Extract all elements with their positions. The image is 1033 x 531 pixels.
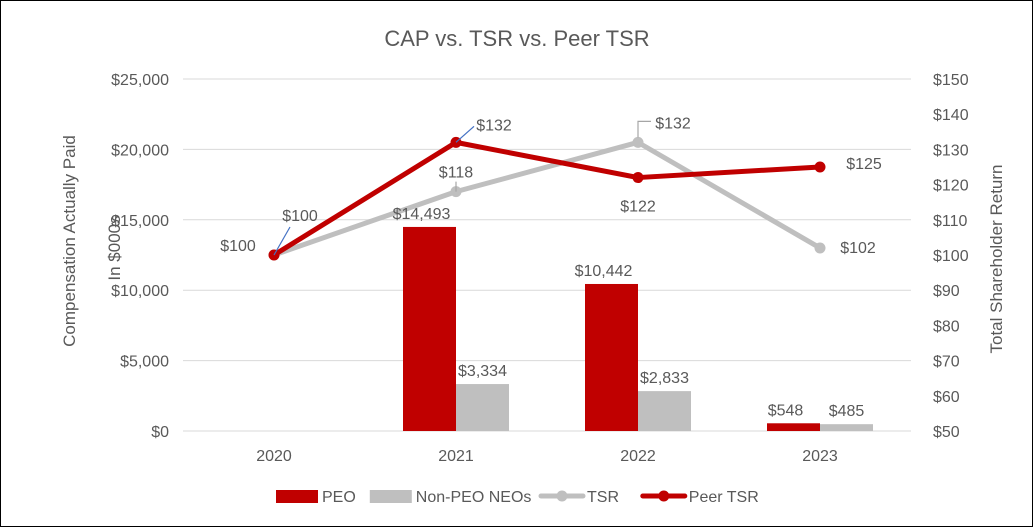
chart-title: CAP vs. TSR vs. Peer TSR [384, 26, 649, 51]
y-left-title-line2: In $000s [105, 215, 124, 280]
point-peer-tsr [814, 161, 826, 173]
y-left-tick-label: $15,000 [111, 213, 169, 230]
point-tsr [632, 136, 644, 148]
legend-swatch [369, 490, 412, 503]
y-left-tick-label: $20,000 [111, 142, 169, 159]
line-data-label: $100 [220, 238, 256, 255]
x-tick-label: 2021 [438, 448, 474, 465]
y-left-tick-label: $10,000 [111, 283, 169, 300]
y-right-tick-label: $60 [933, 389, 960, 406]
x-tick-label: 2022 [620, 448, 656, 465]
y-right-tick-label: $50 [933, 424, 960, 441]
legend-label: TSR [587, 489, 619, 506]
y-right-tick-label: $100 [933, 248, 969, 265]
y-right-tick-label: $70 [933, 354, 960, 371]
line-data-label: $125 [846, 156, 882, 173]
line-peer-tsr [272, 139, 821, 258]
line-data-label: $102 [840, 240, 876, 257]
line-data-label: $100 [282, 208, 318, 225]
y-left-tick-label: $5,000 [120, 354, 169, 371]
y-right-tick-label: $80 [933, 318, 960, 335]
legend-label: Peer TSR [689, 489, 759, 506]
y-right-tick-label: $90 [933, 283, 960, 300]
line-data-label: $118 [439, 165, 474, 182]
bar-data-label: $3,334 [458, 363, 507, 380]
legend-marker [556, 490, 568, 502]
y-right-tick-label: $110 [933, 213, 968, 230]
line-data-label: $132 [476, 117, 512, 134]
leader-line [273, 226, 291, 256]
leader-line [637, 120, 651, 138]
bar-non-peo-neos [638, 391, 691, 431]
y-left-tick-label: $25,000 [111, 72, 169, 89]
y-right-tick-label: $150 [933, 72, 969, 89]
y-left-tick-label: $0 [151, 424, 169, 441]
bar-data-label: $548 [768, 402, 804, 419]
legend-label: PEO [322, 489, 356, 506]
y-right-title: Total Shareholder Return [987, 164, 1006, 353]
bar-data-label: $14,493 [393, 206, 451, 223]
x-tick-label: 2020 [256, 448, 292, 465]
legend-marker [658, 490, 670, 502]
bar-peo [403, 226, 456, 431]
y-right-tick-label: $140 [933, 107, 969, 124]
bar-data-label: $2,833 [640, 370, 689, 387]
point-peer-tsr [632, 172, 644, 184]
line-data-label: $122 [620, 199, 656, 216]
bar-non-peo-neos [820, 424, 873, 431]
line-data-label: $132 [655, 115, 691, 132]
bar-peo [585, 283, 638, 431]
line-tsr [273, 139, 822, 258]
bar-data-label: $485 [829, 403, 865, 420]
y-left-title-line1: Compensation Actually Paid [60, 135, 79, 347]
bar-non-peo-neos [456, 384, 509, 431]
y-right-tick-label: $120 [933, 178, 969, 195]
leader-line [455, 125, 475, 143]
legend-swatch [276, 490, 318, 503]
bar-data-label: $10,442 [575, 263, 633, 280]
x-tick-label: 2023 [802, 448, 838, 465]
point-tsr [814, 242, 826, 254]
bar-peo [767, 423, 820, 431]
legend-label: Non-PEO NEOs [416, 489, 532, 506]
y-right-tick-label: $130 [933, 142, 969, 159]
